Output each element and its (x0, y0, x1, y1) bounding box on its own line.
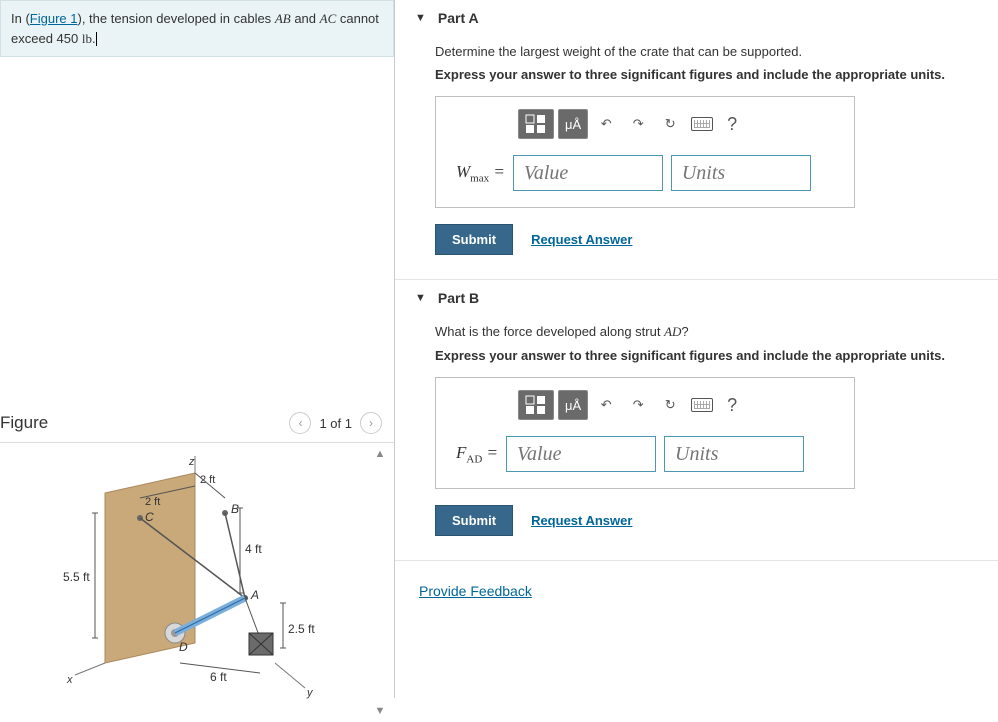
part-b-toolbar: μÅ ↶ ↷ ↻ ? (518, 390, 840, 420)
part-a-units-input[interactable] (671, 155, 811, 191)
figure-pager: ‹ 1 of 1 › (289, 412, 382, 434)
part-b-instruction: Express your answer to three significant… (435, 348, 978, 363)
part-a-request-answer-link[interactable]: Request Answer (531, 232, 632, 247)
text-cursor (96, 32, 97, 46)
part-a-prompt: Determine the largest weight of the crat… (435, 44, 978, 59)
part-a-answer-box: μÅ ↶ ↷ ↻ ? Wmax = (435, 96, 855, 208)
dim-25ft: 2.5 ft (288, 622, 315, 636)
axis-y: y (306, 687, 314, 699)
figure-header: Figure ‹ 1 of 1 › (0, 412, 394, 434)
part-b-var-label: FAD = (456, 443, 498, 465)
collapse-icon[interactable]: ▼ (415, 12, 426, 24)
text: In ( (11, 11, 30, 26)
dim-2ft-left: 2 ft (145, 496, 160, 508)
pt-d: D (179, 640, 188, 654)
part-a-value-input[interactable] (513, 155, 663, 191)
part-b-value-input[interactable] (506, 436, 656, 472)
collapse-icon[interactable]: ▼ (415, 292, 426, 304)
var-ab: AB (275, 11, 291, 26)
axis-z: z (188, 456, 195, 468)
figure-link[interactable]: Figure 1 (30, 11, 78, 26)
figure-title: Figure (0, 413, 48, 433)
part-b-prompt: What is the force developed along strut … (435, 324, 978, 340)
keyboard-icon[interactable] (688, 109, 716, 139)
text: and (291, 11, 320, 26)
part-b: ▼ Part B What is the force developed alo… (395, 280, 998, 561)
part-a-title: Part A (438, 10, 479, 26)
reset-icon[interactable]: ↻ (656, 390, 684, 420)
pager-prev-button[interactable]: ‹ (289, 412, 311, 434)
pager-text: 1 of 1 (319, 416, 352, 431)
left-column: In (Figure 1), the tension developed in … (0, 0, 395, 698)
part-b-submit-button[interactable]: Submit (435, 505, 513, 536)
units-symbol-button[interactable]: μÅ (558, 109, 588, 139)
part-b-units-input[interactable] (664, 436, 804, 472)
dim-55ft: 5.5 ft (63, 570, 90, 584)
figure-diagram: z x y 2 ft 2 ft B C (45, 453, 345, 713)
reset-icon[interactable]: ↻ (656, 109, 684, 139)
part-b-request-answer-link[interactable]: Request Answer (531, 513, 632, 528)
problem-statement: In (Figure 1), the tension developed in … (0, 0, 394, 57)
provide-feedback-link[interactable]: Provide Feedback (419, 583, 532, 599)
part-b-answer-box: μÅ ↶ ↷ ↻ ? FAD = (435, 377, 855, 489)
undo-icon[interactable]: ↶ (592, 390, 620, 420)
var-ac: AC (320, 11, 337, 26)
template-icon[interactable] (518, 390, 554, 420)
pager-next-button[interactable]: › (360, 412, 382, 434)
template-icon[interactable] (518, 109, 554, 139)
help-icon[interactable]: ? (720, 114, 744, 135)
figure-area: ▲ ▼ z x y 2 ft 2 ft (0, 442, 394, 722)
right-column: ▼ Part A Determine the largest weight of… (395, 0, 998, 698)
part-a-submit-button[interactable]: Submit (435, 224, 513, 255)
redo-icon[interactable]: ↷ (624, 390, 652, 420)
pt-b: B (231, 502, 239, 516)
axis-x: x (66, 674, 73, 686)
keyboard-icon[interactable] (688, 390, 716, 420)
scroll-up-button[interactable]: ▲ (372, 447, 388, 461)
part-a-var-label: Wmax = (456, 162, 505, 184)
dim-4ft: 4 ft (245, 542, 262, 556)
redo-icon[interactable]: ↷ (624, 109, 652, 139)
part-a: ▼ Part A Determine the largest weight of… (395, 0, 998, 280)
undo-icon[interactable]: ↶ (592, 109, 620, 139)
part-a-instruction: Express your answer to three significant… (435, 67, 978, 82)
pt-a: A (250, 588, 259, 602)
units-symbol-button[interactable]: μÅ (558, 390, 588, 420)
dim-6ft: 6 ft (210, 670, 227, 684)
scroll-down-button[interactable]: ▼ (372, 704, 388, 718)
dim-2ft-top: 2 ft (200, 474, 215, 486)
help-icon[interactable]: ? (720, 395, 744, 416)
unit-lb: lb (82, 31, 92, 46)
text: ), the tension developed in cables (78, 11, 275, 26)
part-a-toolbar: μÅ ↶ ↷ ↻ ? (518, 109, 840, 139)
part-b-title: Part B (438, 290, 479, 306)
